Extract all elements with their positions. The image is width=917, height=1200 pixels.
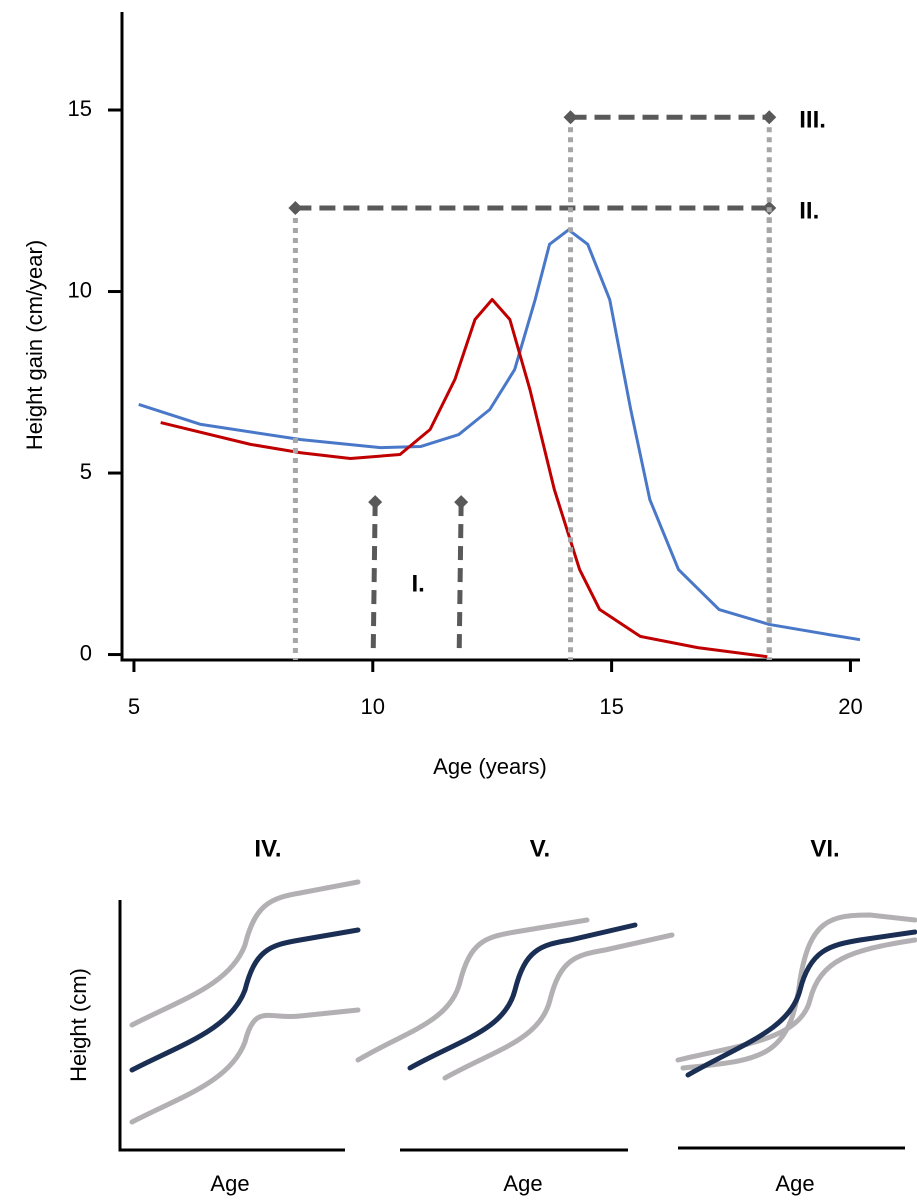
curve bbox=[675, 937, 917, 1063]
curve bbox=[355, 917, 590, 1063]
panel-title: IV. bbox=[254, 835, 281, 862]
curve bbox=[685, 929, 917, 1078]
annotation-label: II. bbox=[799, 197, 819, 224]
panel-axes bbox=[118, 900, 345, 1152]
y-axis-label: Height gain (cm/year) bbox=[22, 240, 47, 450]
annotation-label: III. bbox=[799, 107, 826, 134]
axes bbox=[120, 12, 860, 662]
marker bbox=[563, 110, 578, 125]
curve bbox=[129, 879, 361, 1028]
panel-title: V. bbox=[530, 835, 550, 862]
panels: Height (cm) IV. V. VI. Age Age Age bbox=[66, 835, 917, 1196]
y-tick-label: 15 bbox=[68, 96, 92, 121]
panel-x-label: Age bbox=[775, 1171, 814, 1196]
panel-x-label: Age bbox=[503, 1171, 542, 1196]
curve bbox=[442, 932, 675, 1081]
curve bbox=[129, 1007, 361, 1125]
curve bbox=[129, 927, 361, 1073]
x-tick-label: 20 bbox=[838, 694, 862, 719]
panel-y-label: Height (cm) bbox=[66, 968, 91, 1082]
y-tick-label: 5 bbox=[80, 459, 92, 484]
y-tick-label: 0 bbox=[80, 640, 92, 665]
panel-title: VI. bbox=[810, 835, 839, 862]
annotation-label: I. bbox=[411, 570, 424, 597]
annotation-line bbox=[456, 502, 464, 657]
panel-x-label: Age bbox=[210, 1171, 249, 1196]
x-tick-label: 15 bbox=[599, 694, 623, 719]
x-tick-label: 10 bbox=[361, 694, 385, 719]
curve bbox=[407, 922, 638, 1071]
marker bbox=[762, 110, 777, 125]
y-tick-label: 10 bbox=[68, 277, 92, 302]
marker bbox=[454, 495, 469, 510]
marker bbox=[288, 201, 303, 216]
x-tick-label: 5 bbox=[128, 694, 140, 719]
line bbox=[138, 228, 861, 642]
line bbox=[160, 298, 768, 659]
curve bbox=[680, 912, 917, 1071]
annotation-line bbox=[370, 502, 378, 657]
marker bbox=[368, 495, 383, 510]
x-axis-label: Age (years) bbox=[433, 754, 547, 779]
